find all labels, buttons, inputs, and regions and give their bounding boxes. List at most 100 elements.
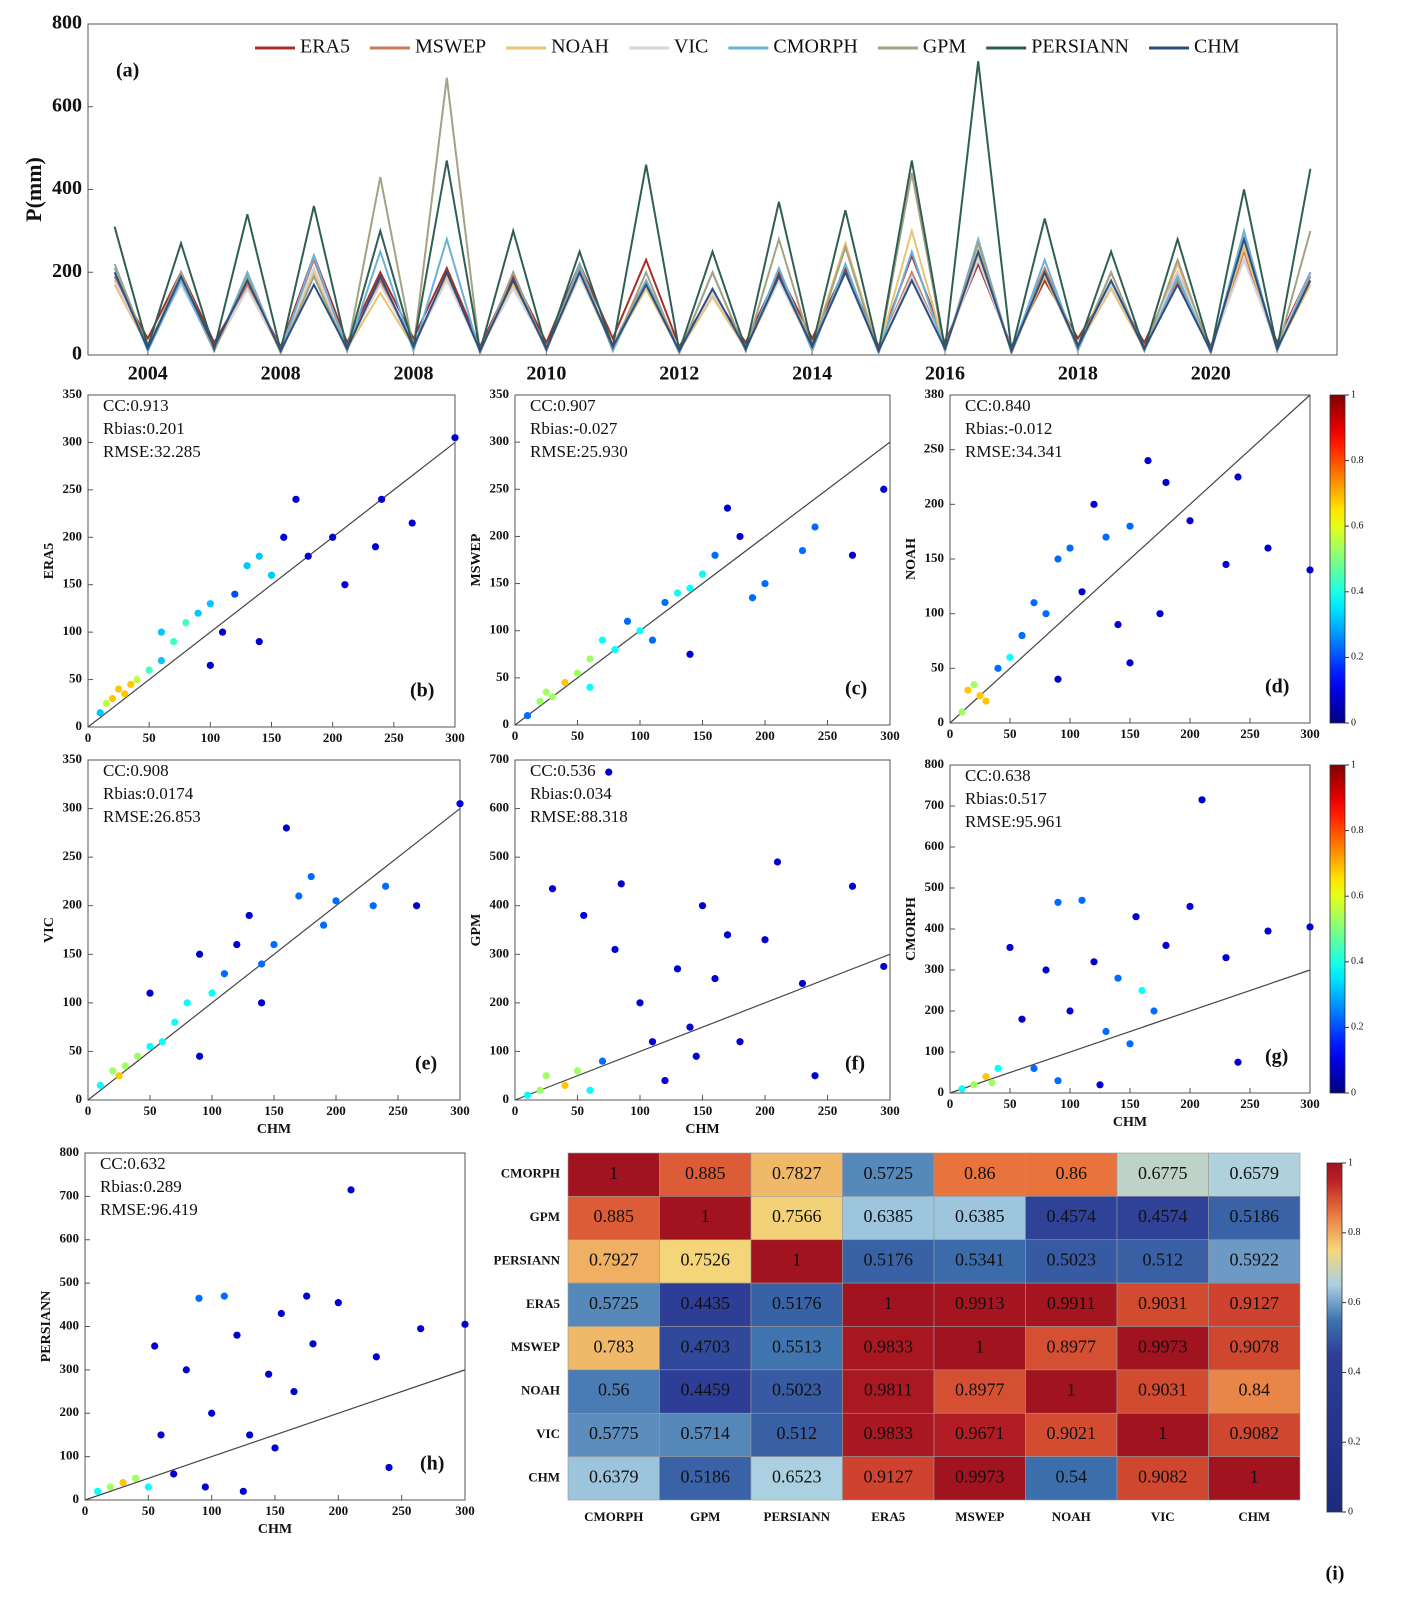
cell-label: 0.6775: [1138, 1163, 1188, 1183]
scatter-point: [673, 965, 682, 973]
y-tick-label: 300: [925, 961, 945, 976]
cell-label: 0.9127: [864, 1466, 914, 1486]
scatter-point: [108, 694, 117, 703]
scatter-point: [661, 1076, 669, 1085]
scatter-point: [206, 600, 214, 608]
legend-label: GPM: [923, 36, 967, 58]
row-label: VIC: [536, 1426, 560, 1441]
y-tick-label: 0: [938, 714, 945, 729]
scatter-point: [970, 1081, 978, 1089]
scatter-point: [182, 619, 190, 627]
cell-label: 0.5341: [955, 1250, 1005, 1270]
y-tick-label: 200: [925, 1002, 945, 1017]
colorbar: [1329, 394, 1346, 724]
y-tick-label: 200: [925, 495, 945, 510]
heatmap-cell: [1208, 1239, 1301, 1284]
heatmap-cell: [567, 1239, 660, 1284]
y-tick-label: 800: [925, 756, 945, 771]
scatter-point: [109, 1067, 117, 1075]
x-tick-label: 200: [323, 730, 343, 745]
scatter-point: [1306, 923, 1314, 931]
scatter-point: [382, 882, 390, 890]
x-tick-label: 100: [1060, 726, 1080, 741]
column-label: MSWEP: [955, 1509, 1004, 1524]
row-label: NOAH: [521, 1383, 560, 1398]
scatter-point: [1054, 898, 1062, 906]
colorbar: [1326, 1162, 1343, 1513]
x-tick-label: 300: [445, 730, 465, 745]
cell-label: 0.7566: [772, 1206, 822, 1226]
scatter-point: [811, 1072, 819, 1080]
line-series: [113, 235, 1312, 354]
colorbar-label: 0: [1348, 1506, 1353, 1517]
heatmap-cell: [1116, 1369, 1209, 1414]
colorbar-label: 1: [1351, 389, 1356, 400]
scatter-point: [133, 675, 141, 684]
row-label: PERSIANN: [494, 1252, 561, 1267]
scatter-point: [964, 686, 972, 694]
scatter-point: [347, 1186, 355, 1194]
y-tick-label: 100: [490, 1042, 510, 1057]
scatter-point: [106, 1483, 114, 1491]
scatter-point: [134, 1052, 142, 1060]
scatter-point: [1078, 588, 1086, 596]
scatter-point: [848, 551, 857, 559]
scatter-point: [96, 1081, 104, 1090]
colorbar-label: 0.6: [1348, 1297, 1361, 1308]
y-tick-label: 600: [925, 838, 945, 853]
scatter-point: [773, 858, 782, 866]
x-tick-label: 2012: [659, 363, 699, 385]
x-tick-label: 250: [388, 1103, 408, 1118]
heatmap-cell: [659, 1456, 752, 1501]
scatter-point: [292, 495, 300, 503]
heatmap-cell: [842, 1196, 935, 1241]
x-tick-label: 50: [143, 730, 156, 745]
scatter-point: [195, 1294, 203, 1302]
y-tick-label: 100: [490, 622, 510, 637]
one-to-one-line: [949, 969, 1311, 1094]
legend-label: MSWEP: [415, 36, 486, 58]
cell-label: 0.512: [777, 1423, 818, 1443]
heatmap-cell: [750, 1456, 843, 1501]
y-tick-label: 600: [52, 94, 82, 116]
annotation: CC:0.840: [965, 396, 1031, 415]
scatter-point: [157, 628, 165, 636]
scatter-point: [115, 1072, 123, 1080]
panel-label: (a): [116, 60, 139, 82]
scatter-point: [880, 485, 888, 493]
scatter-point: [1132, 913, 1140, 921]
x-tick-label: 250: [384, 730, 404, 745]
scatter-point: [761, 936, 769, 944]
heatmap-cell: [750, 1239, 843, 1284]
heatmap-cell: [842, 1369, 935, 1414]
line-series: [113, 77, 1312, 357]
cell-label: 0.4435: [681, 1293, 731, 1313]
scatter-point: [282, 824, 290, 832]
scatter-point: [145, 666, 153, 674]
panel-label: (f): [845, 1053, 865, 1075]
column-label: NOAH: [1052, 1509, 1091, 1524]
cell-label: 1: [884, 1293, 893, 1313]
colorbar-label: 0.2: [1351, 652, 1364, 663]
y-tick-label: 100: [925, 1043, 945, 1058]
heatmap-cell: [1116, 1412, 1209, 1457]
line-series: [113, 248, 1312, 352]
scatter-point: [548, 885, 557, 893]
x-tick-label: 2008: [394, 363, 434, 385]
colorbar-label: 0.6: [1351, 520, 1364, 531]
annotation: RMSE:32.285: [103, 442, 201, 461]
scatter-point: [1054, 675, 1062, 683]
scatter-point: [636, 627, 644, 635]
x-axis-label: CHM: [1113, 1115, 1147, 1130]
scatter-point: [121, 690, 129, 698]
scatter-point: [736, 532, 744, 541]
cell-label: 0.9127: [1230, 1293, 1280, 1313]
x-tick-label: 0: [85, 1103, 92, 1118]
row-label: CMORPH: [501, 1166, 560, 1181]
heatmap-cell: [567, 1412, 660, 1457]
y-tick-label: 380: [925, 386, 945, 401]
y-axis-label: GPM: [469, 914, 484, 947]
scatter-point: [233, 940, 241, 949]
heatmap-cell: [1208, 1326, 1301, 1371]
scatter-point: [304, 552, 312, 560]
